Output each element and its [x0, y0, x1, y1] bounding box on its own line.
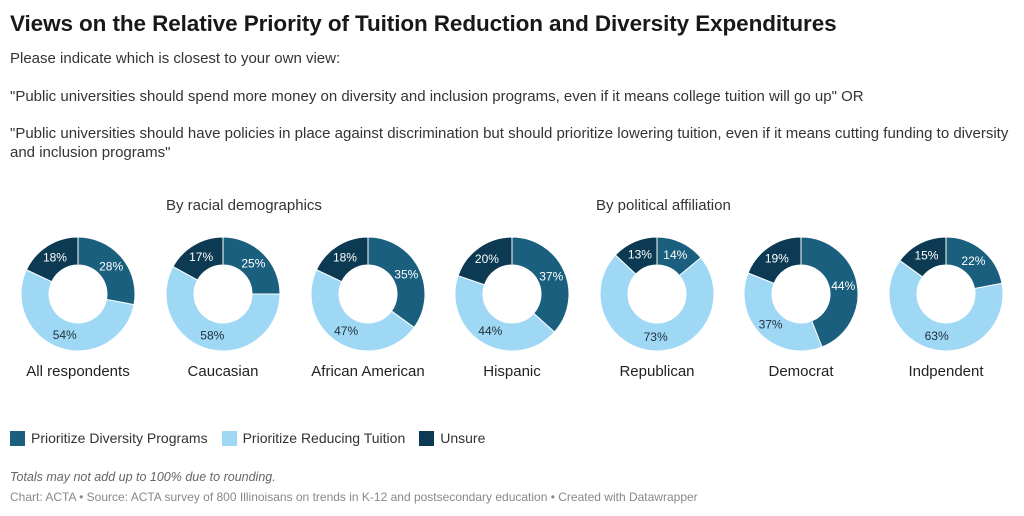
donut-democrat: 44% 37% 19% Democrat — [743, 236, 859, 380]
legend-item-diversity: Prioritize Diversity Programs — [10, 430, 208, 446]
slice-unsure — [172, 236, 224, 281]
slice-label: 20% — [475, 252, 499, 266]
category-label: Caucasian — [188, 363, 259, 380]
slice-unsure — [457, 236, 513, 286]
category-label: Democrat — [768, 363, 834, 380]
slice-prioritize-diversity-programs — [511, 236, 570, 333]
slice-unsure — [747, 236, 802, 284]
legend: Prioritize Diversity Programs Prioritize… — [10, 430, 499, 446]
legend-label-diversity: Prioritize Diversity Programs — [31, 430, 208, 446]
slice-label: 37% — [759, 317, 783, 331]
slice-label: 63% — [925, 329, 949, 343]
slice-label: 14% — [663, 248, 687, 262]
slice-prioritize-reducing-tuition — [599, 254, 715, 352]
slice-label: 73% — [644, 330, 668, 344]
slice-label: 44% — [831, 279, 855, 293]
intro-option-2: "Public universities should have policie… — [10, 125, 1009, 161]
slice-label: 37% — [539, 269, 563, 283]
donut-indpendent: 22% 63% 15% Indpendent — [888, 236, 1004, 380]
donut-african-american: 35% 47% 18% African American — [310, 236, 426, 380]
legend-swatch-tuition — [221, 430, 237, 446]
intro-option-1: "Public universities should spend more m… — [10, 88, 864, 105]
slice-prioritize-reducing-tuition — [310, 269, 415, 352]
slice-prioritize-diversity-programs — [800, 236, 859, 348]
legend-item-unsure: Unsure — [419, 430, 485, 446]
slice-prioritize-reducing-tuition — [454, 275, 556, 352]
slice-prioritize-reducing-tuition — [888, 259, 1004, 352]
slice-label: 44% — [478, 324, 502, 338]
donut-republican: 14% 73% 13% Republican — [599, 236, 715, 380]
legend-swatch-unsure — [419, 430, 435, 446]
donut-hispanic: 37% 44% 20% Hispanic — [454, 236, 570, 380]
slice-label: 25% — [241, 257, 265, 271]
chart-title: Views on the Relative Priority of Tuitio… — [10, 11, 837, 36]
source-footer: Chart: ACTA • Source: ACTA survey of 800… — [10, 490, 698, 504]
slice-label: 58% — [200, 329, 224, 343]
donut-caucasian: 25% 58% 17% Caucasian — [165, 236, 281, 380]
slice-unsure — [614, 236, 658, 275]
slice-label: 47% — [334, 324, 358, 338]
group-header-racial: By racial demographics — [166, 197, 322, 214]
slice-label: 28% — [99, 260, 123, 274]
slice-label: 18% — [43, 251, 67, 265]
group-header-political: By political affiliation — [596, 197, 731, 214]
rounding-note: Totals may not add up to 100% due to rou… — [10, 470, 276, 484]
legend-label-unsure: Unsure — [440, 430, 486, 446]
legend-item-tuition: Prioritize Reducing Tuition — [221, 430, 406, 446]
slice-prioritize-reducing-tuition — [20, 269, 135, 352]
donut-all-respondents: 28% 54% 18% All respondents — [20, 236, 136, 380]
slice-label: 35% — [394, 267, 418, 281]
slice-label: 19% — [765, 251, 789, 265]
category-label: All respondents — [26, 363, 129, 380]
slice-prioritize-reducing-tuition — [743, 272, 823, 352]
intro-question: Please indicate which is closest to your… — [10, 50, 341, 67]
slice-label: 18% — [333, 251, 357, 265]
donut-charts: 28% 54% 18% All respondents 25% 58% 17% Caucasi… — [20, 236, 1004, 380]
slice-unsure — [315, 236, 369, 283]
slice-label: 13% — [628, 248, 652, 262]
slice-unsure — [25, 236, 79, 283]
category-label: Republican — [619, 363, 694, 380]
slice-unsure — [899, 236, 947, 278]
slice-label: 15% — [914, 249, 938, 263]
slice-prioritize-diversity-programs — [367, 236, 426, 329]
legend-swatch-diversity — [10, 430, 25, 446]
category-label: Indpendent — [908, 363, 984, 380]
legend-label-tuition: Prioritize Reducing Tuition — [242, 430, 406, 446]
slice-label: 54% — [53, 328, 77, 342]
slice-prioritize-reducing-tuition — [165, 265, 281, 352]
slice-label: 22% — [961, 254, 985, 268]
category-label: Hispanic — [483, 363, 541, 380]
category-label: African American — [311, 363, 424, 380]
slice-label: 17% — [189, 250, 213, 264]
